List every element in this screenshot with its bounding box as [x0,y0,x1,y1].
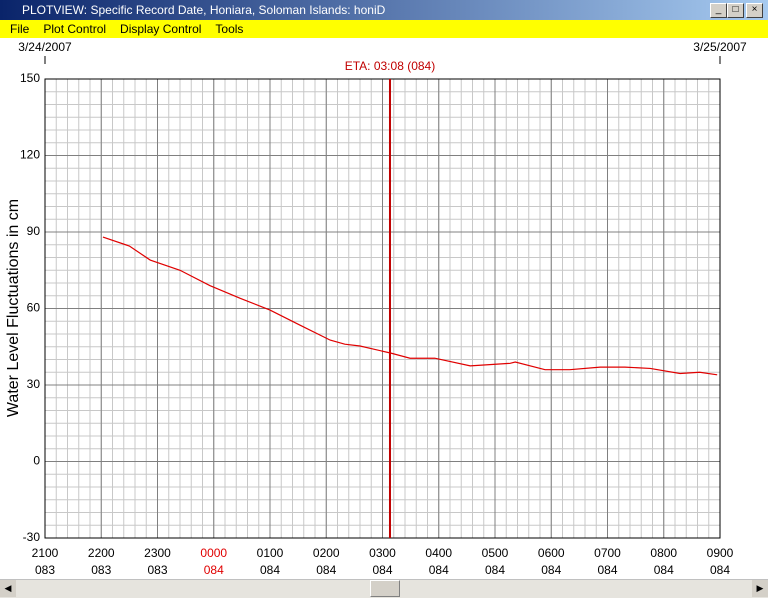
x-tick-day: 084 [260,563,280,577]
chart: 3/24/2007 3/25/2007 Water Level Fluctuat… [5,40,747,577]
x-tick-label: 0900 [707,546,734,560]
end-date: 3/25/2007 [693,40,747,54]
scroll-thumb[interactable] [370,580,400,597]
x-tick-label: 2200 [88,546,115,560]
scroll-left[interactable]: ◀ [0,580,16,597]
menu-bar: File Plot Control Display Control Tools [0,20,768,38]
menu-item[interactable]: Tools [215,22,244,36]
window-title: PLOTVIEW: Specific Record Date, Honiara,… [22,3,386,17]
x-tick-day: 083 [35,563,55,577]
x-tick-label: 0200 [313,546,340,560]
menu-item[interactable]: File [10,22,30,36]
horizontal-scrollbar[interactable]: ◀ ▶ [0,579,768,598]
menu-item[interactable]: Display Control [120,22,202,36]
x-tick-day: 083 [147,563,167,577]
x-tick-day: 084 [485,563,505,577]
x-tick-day: 084 [316,563,336,577]
x-tick-day: 084 [204,563,224,577]
x-tick-day: 084 [429,563,449,577]
scroll-right[interactable]: ▶ [752,580,768,597]
y-tick-label: 60 [27,301,41,315]
plot-frame [44,78,721,539]
x-tick-day: 084 [654,563,674,577]
y-tick-label: 120 [20,148,40,162]
minimize-button[interactable]: _ [710,3,727,18]
close-button[interactable]: × [746,3,763,18]
y-axis-label: Water Level Fluctuations in cm [5,199,22,417]
x-tick-label: 0100 [257,546,284,560]
x-tick-label: 0500 [482,546,509,560]
menu-item[interactable]: Plot Control [43,22,107,36]
maximize-button[interactable]: □ [727,3,744,18]
y-tick-label: 0 [33,454,40,468]
y-tick-label: 90 [27,224,41,238]
start-date: 3/24/2007 [18,40,72,54]
x-tick-day: 084 [541,563,561,577]
title-bar: PLOTVIEW: Specific Record Date, Honiara,… [0,0,768,20]
y-tick-label: 150 [20,71,40,85]
x-tick-label: 2300 [144,546,171,560]
x-tick-label: 0400 [425,546,452,560]
x-tick-day: 084 [597,563,617,577]
x-tick-label: 0300 [369,546,396,560]
data-line [102,236,718,376]
x-tick-day: 084 [710,563,730,577]
x-tick-label: 0000 [200,546,227,560]
y-tick-label: -30 [23,530,41,544]
x-tick-label: 2100 [32,546,59,560]
x-tick-label: 0600 [538,546,565,560]
x-tick-day: 083 [91,563,111,577]
x-tick-label: 0700 [594,546,621,560]
x-tick-day: 084 [372,563,392,577]
y-tick-label: 30 [27,377,41,391]
eta-label: ETA: 03:08 (084) [345,59,436,73]
x-tick-label: 0800 [650,546,677,560]
